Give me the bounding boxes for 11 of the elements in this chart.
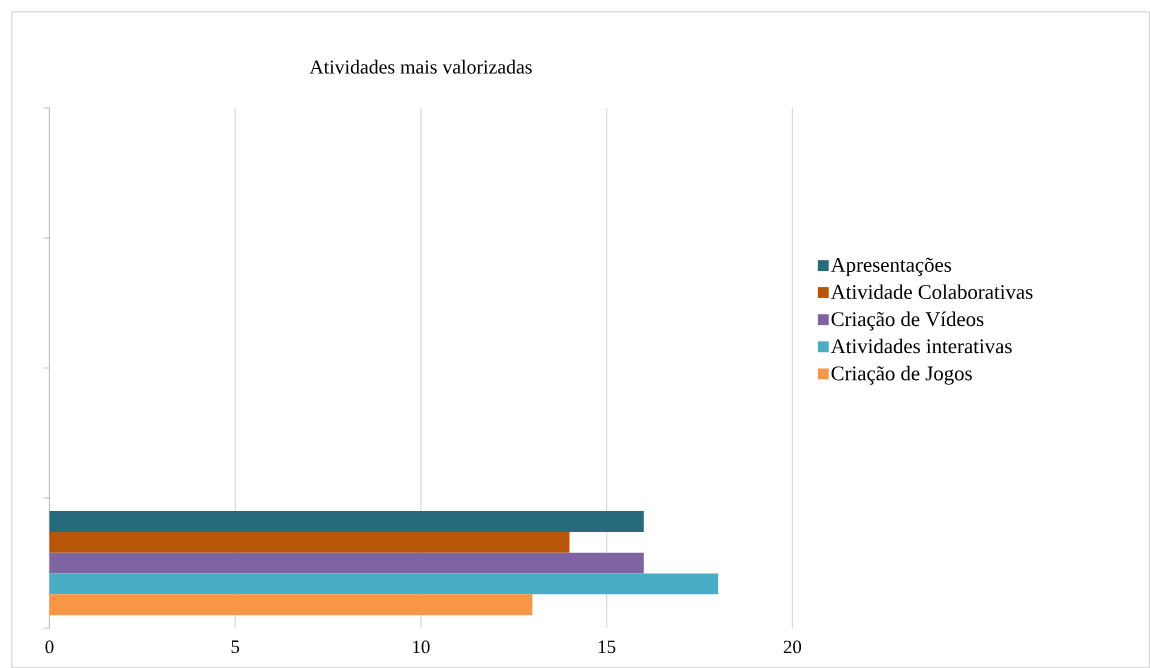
x-tick-label: 5	[231, 640, 240, 653]
x-tick-label: 0	[45, 640, 54, 654]
x-tick-label: 20	[783, 640, 802, 654]
x-tick-label: 10	[413, 640, 430, 654]
legend-label: Criação de Jogos	[831, 365, 972, 385]
chart-title: Atividades mais valorizadas	[309, 59, 532, 74]
legend-label: Criação de Vídeos	[831, 311, 984, 331]
legend-label: Atividade Colaborativas	[830, 284, 1033, 299]
x-tick-label: 15	[598, 640, 616, 654]
legend-label: Atividades interativas	[830, 338, 1012, 354]
legend-label: Apresentações	[830, 257, 952, 276]
